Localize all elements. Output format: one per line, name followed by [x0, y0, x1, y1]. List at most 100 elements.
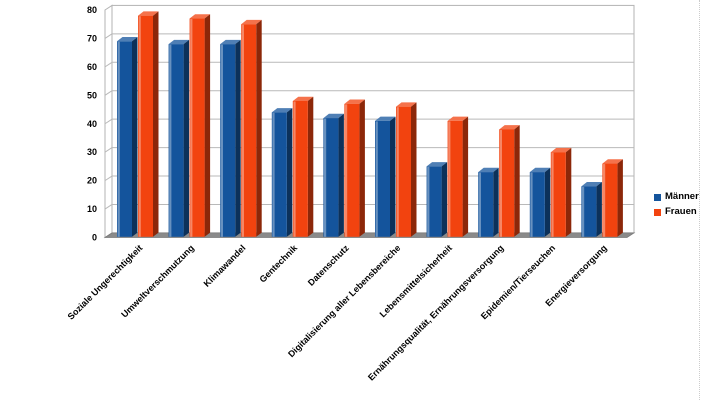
- gridline-wall-30: [104, 147, 113, 153]
- bar-maenner-5-front: [375, 120, 390, 237]
- bar-maenner-5-top: [375, 116, 396, 121]
- y-axis-label-70: 70: [87, 33, 97, 43]
- bar-maenner-9-front: [581, 186, 597, 237]
- legend-item-maenner: Männer: [654, 190, 699, 204]
- bar-frauen-8-front: [550, 152, 566, 237]
- legend-swatch-frauen: [654, 208, 661, 216]
- bar-frauen-3-side: [307, 96, 314, 237]
- bar-frauen-2-side: [256, 19, 262, 237]
- bar-maenner-7-gloss: [478, 172, 481, 237]
- bar-frauen-1-side: [204, 14, 211, 237]
- bar-frauen-4-front: [344, 103, 360, 237]
- bar-frauen-2-front: [241, 24, 257, 237]
- bar-maenner-4-side: [338, 113, 344, 237]
- bar-frauen-7-top: [499, 125, 520, 130]
- bar-frauen-7-side: [514, 125, 520, 237]
- y-axis-label-80: 80: [87, 5, 97, 15]
- bar-maenner-4-top: [323, 113, 344, 119]
- bar-maenner-9-gloss: [582, 186, 585, 237]
- bar-maenner-4-front: [323, 118, 339, 237]
- legend-item-frauen: Frauen: [654, 205, 699, 219]
- bar-maenner-6-gloss: [427, 166, 430, 237]
- bar-maenner-2-gloss: [220, 44, 223, 237]
- bar-frauen-7-front: [499, 129, 515, 237]
- y-axis-label-40: 40: [87, 119, 97, 129]
- bar-frauen-3-gloss: [293, 101, 296, 237]
- bar-maenner-7-top: [478, 167, 499, 173]
- bar-maenner-8-gloss: [530, 172, 533, 237]
- bar-frauen-3-front: [292, 101, 308, 237]
- page-break-guide-line: [699, 0, 700, 400]
- bar-maenner-0-side: [132, 36, 138, 237]
- y-axis-label-50: 50: [87, 90, 97, 100]
- bar-maenner-5-gloss: [375, 121, 378, 237]
- bar-frauen-8-side: [565, 147, 572, 237]
- bar-frauen-6-gloss: [448, 121, 451, 237]
- bar-frauen-5-front: [396, 106, 411, 237]
- bar-frauen-2-top: [241, 19, 262, 25]
- bar-maenner-3-gloss: [272, 112, 275, 237]
- bar-maenner-2-side: [235, 39, 241, 237]
- bar-frauen-3-top: [292, 96, 314, 101]
- gridline-wall-60: [104, 61, 113, 68]
- bar-maenner-3-top: [271, 108, 293, 113]
- bar-frauen-9-top: [602, 159, 623, 164]
- category-label-4: Datenschutz: [306, 242, 351, 287]
- bar-maenner-6-side: [441, 162, 448, 237]
- bar-frauen-5-gloss: [396, 107, 399, 237]
- bar-maenner-0-front: [117, 41, 132, 237]
- gridline-wall-50: [104, 90, 113, 96]
- gridline-wall-10: [104, 204, 113, 210]
- bar-frauen-5-top: [396, 102, 417, 107]
- bar-frauen-9-gloss: [603, 164, 606, 237]
- bar-frauen-0-side: [153, 11, 159, 237]
- bar-maenner-5-side: [390, 116, 396, 237]
- bar-maenner-1-gloss: [169, 44, 172, 237]
- legend-swatch-maenner: [654, 193, 661, 201]
- bar-frauen-0-gloss: [138, 16, 141, 237]
- bar-maenner-7-front: [478, 172, 494, 237]
- bar-frauen-4-top: [344, 99, 365, 104]
- legend-label-maenner: Männer: [665, 191, 699, 202]
- bar-frauen-0-front: [138, 15, 153, 237]
- bar-maenner-1-front: [168, 44, 184, 237]
- bar-maenner-8-front: [529, 172, 545, 237]
- bar-maenner-1-top: [168, 39, 190, 45]
- bar-frauen-4-side: [359, 99, 365, 237]
- bar-maenner-1-side: [183, 39, 190, 237]
- bar-frauen-5-side: [411, 102, 417, 237]
- gridline-wall-20: [104, 175, 113, 182]
- category-label-2: Klimawandel: [202, 243, 248, 289]
- chart-legend: Männer Frauen: [654, 190, 699, 219]
- gridline-wall-70: [104, 33, 113, 39]
- bar-maenner-3-side: [286, 108, 293, 237]
- bar-frauen-6-side: [462, 116, 469, 237]
- bar-frauen-6-front: [447, 120, 463, 237]
- bar-frauen-1-gloss: [190, 19, 193, 237]
- bar-frauen-0-top: [138, 11, 159, 16]
- bar-maenner-9-side: [596, 182, 602, 237]
- bar-frauen-6-top: [447, 116, 469, 121]
- y-axis-label-0: 0: [92, 233, 97, 243]
- bar-maenner-6-top: [426, 162, 448, 167]
- bar-maenner-8-top: [529, 167, 551, 173]
- category-label-5: Digitalisierung aller Lebensbereiche: [286, 243, 402, 359]
- bar-maenner-7-side: [493, 167, 499, 237]
- bar-maenner-4-gloss: [324, 118, 327, 237]
- y-axis-label-20: 20: [87, 176, 97, 186]
- bar-maenner-2-top: [220, 39, 241, 45]
- bar-frauen-8-gloss: [551, 152, 554, 237]
- bar-frauen-2-gloss: [241, 24, 244, 237]
- bar-frauen-4-gloss: [345, 104, 348, 237]
- bar-frauen-9-side: [617, 159, 623, 237]
- bar-maenner-2-front: [220, 44, 236, 237]
- bar-maenner-9-top: [581, 182, 602, 187]
- bar-frauen-7-gloss: [499, 129, 502, 237]
- bar-maenner-8-side: [544, 167, 551, 237]
- bar-frauen-1-front: [189, 18, 205, 237]
- bar-maenner-0-top: [117, 36, 138, 42]
- bar-frauen-8-top: [550, 147, 572, 153]
- gridline-wall-40: [104, 118, 113, 125]
